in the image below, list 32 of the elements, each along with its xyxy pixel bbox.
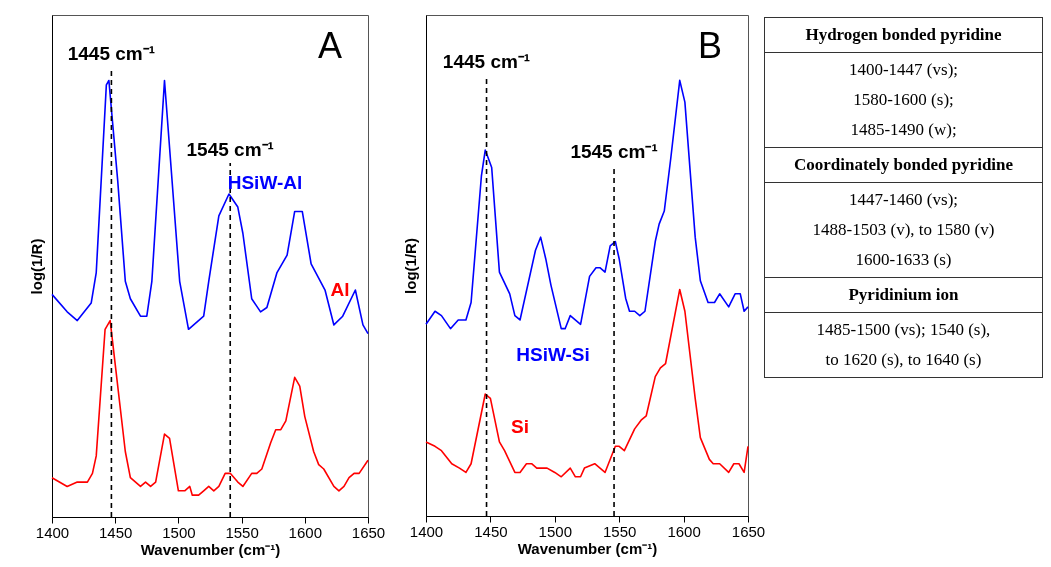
x-tick-label: 1600 (288, 523, 322, 541)
text: 1485-1500 (vs); 1540 (s), to 1620 (s), to 1640 (s) (764, 312, 1043, 378)
x-tick-label: 1450 (474, 522, 508, 540)
x-axis-title: Wavenumber (cm⁻¹) (140, 540, 281, 558)
x-tick-label: 1650 (731, 522, 766, 540)
chart-title: A (317, 25, 343, 66)
text: Al (330, 279, 350, 300)
ref-line-label: 1545 cm⁻¹ (186, 139, 274, 160)
x-tick-label: 1650 (351, 523, 386, 541)
text: 1400-1447 (vs); 1580-1600 (s); 1485-1490 (w); (764, 52, 1043, 148)
x-tick-label: 1600 (667, 522, 701, 540)
x-tick-label: 1550 (225, 523, 259, 541)
ref-line-label: 1445 cm⁻¹ (442, 51, 531, 72)
x-tick-label: 1500 (162, 523, 196, 541)
series-label: Si (511, 416, 529, 437)
y-axis-title: log(1/R) (27, 238, 45, 295)
text: Pyridinium ion (764, 277, 1043, 313)
text: 1447-1460 (vs); 1488-1503 (v), to 1580 (v) 1600-1633 (s) (764, 182, 1043, 278)
x-tick-label: 1400 (409, 522, 444, 540)
x-axis-title: Wavenumber (cm⁻¹) (517, 539, 658, 557)
y-axis-title: log(1/R) (401, 238, 419, 294)
series-label: HSiW-Si (516, 344, 590, 365)
ref-line-label: 1445 cm⁻¹ (67, 43, 156, 64)
text: Coordinately bonded pyridine (764, 147, 1043, 183)
x-tick-label: 1450 (99, 523, 133, 541)
text: Hydrogen bonded pyridine (764, 17, 1043, 53)
series-label: HSiW-Al (227, 172, 303, 193)
x-tick-label: 1400 (35, 523, 70, 541)
ref-line-label: 1545 cm⁻¹ (570, 141, 658, 162)
x-tick-label: 1500 (538, 522, 572, 540)
x-tick-label: 1550 (603, 522, 637, 540)
chart-title: B (697, 25, 723, 66)
